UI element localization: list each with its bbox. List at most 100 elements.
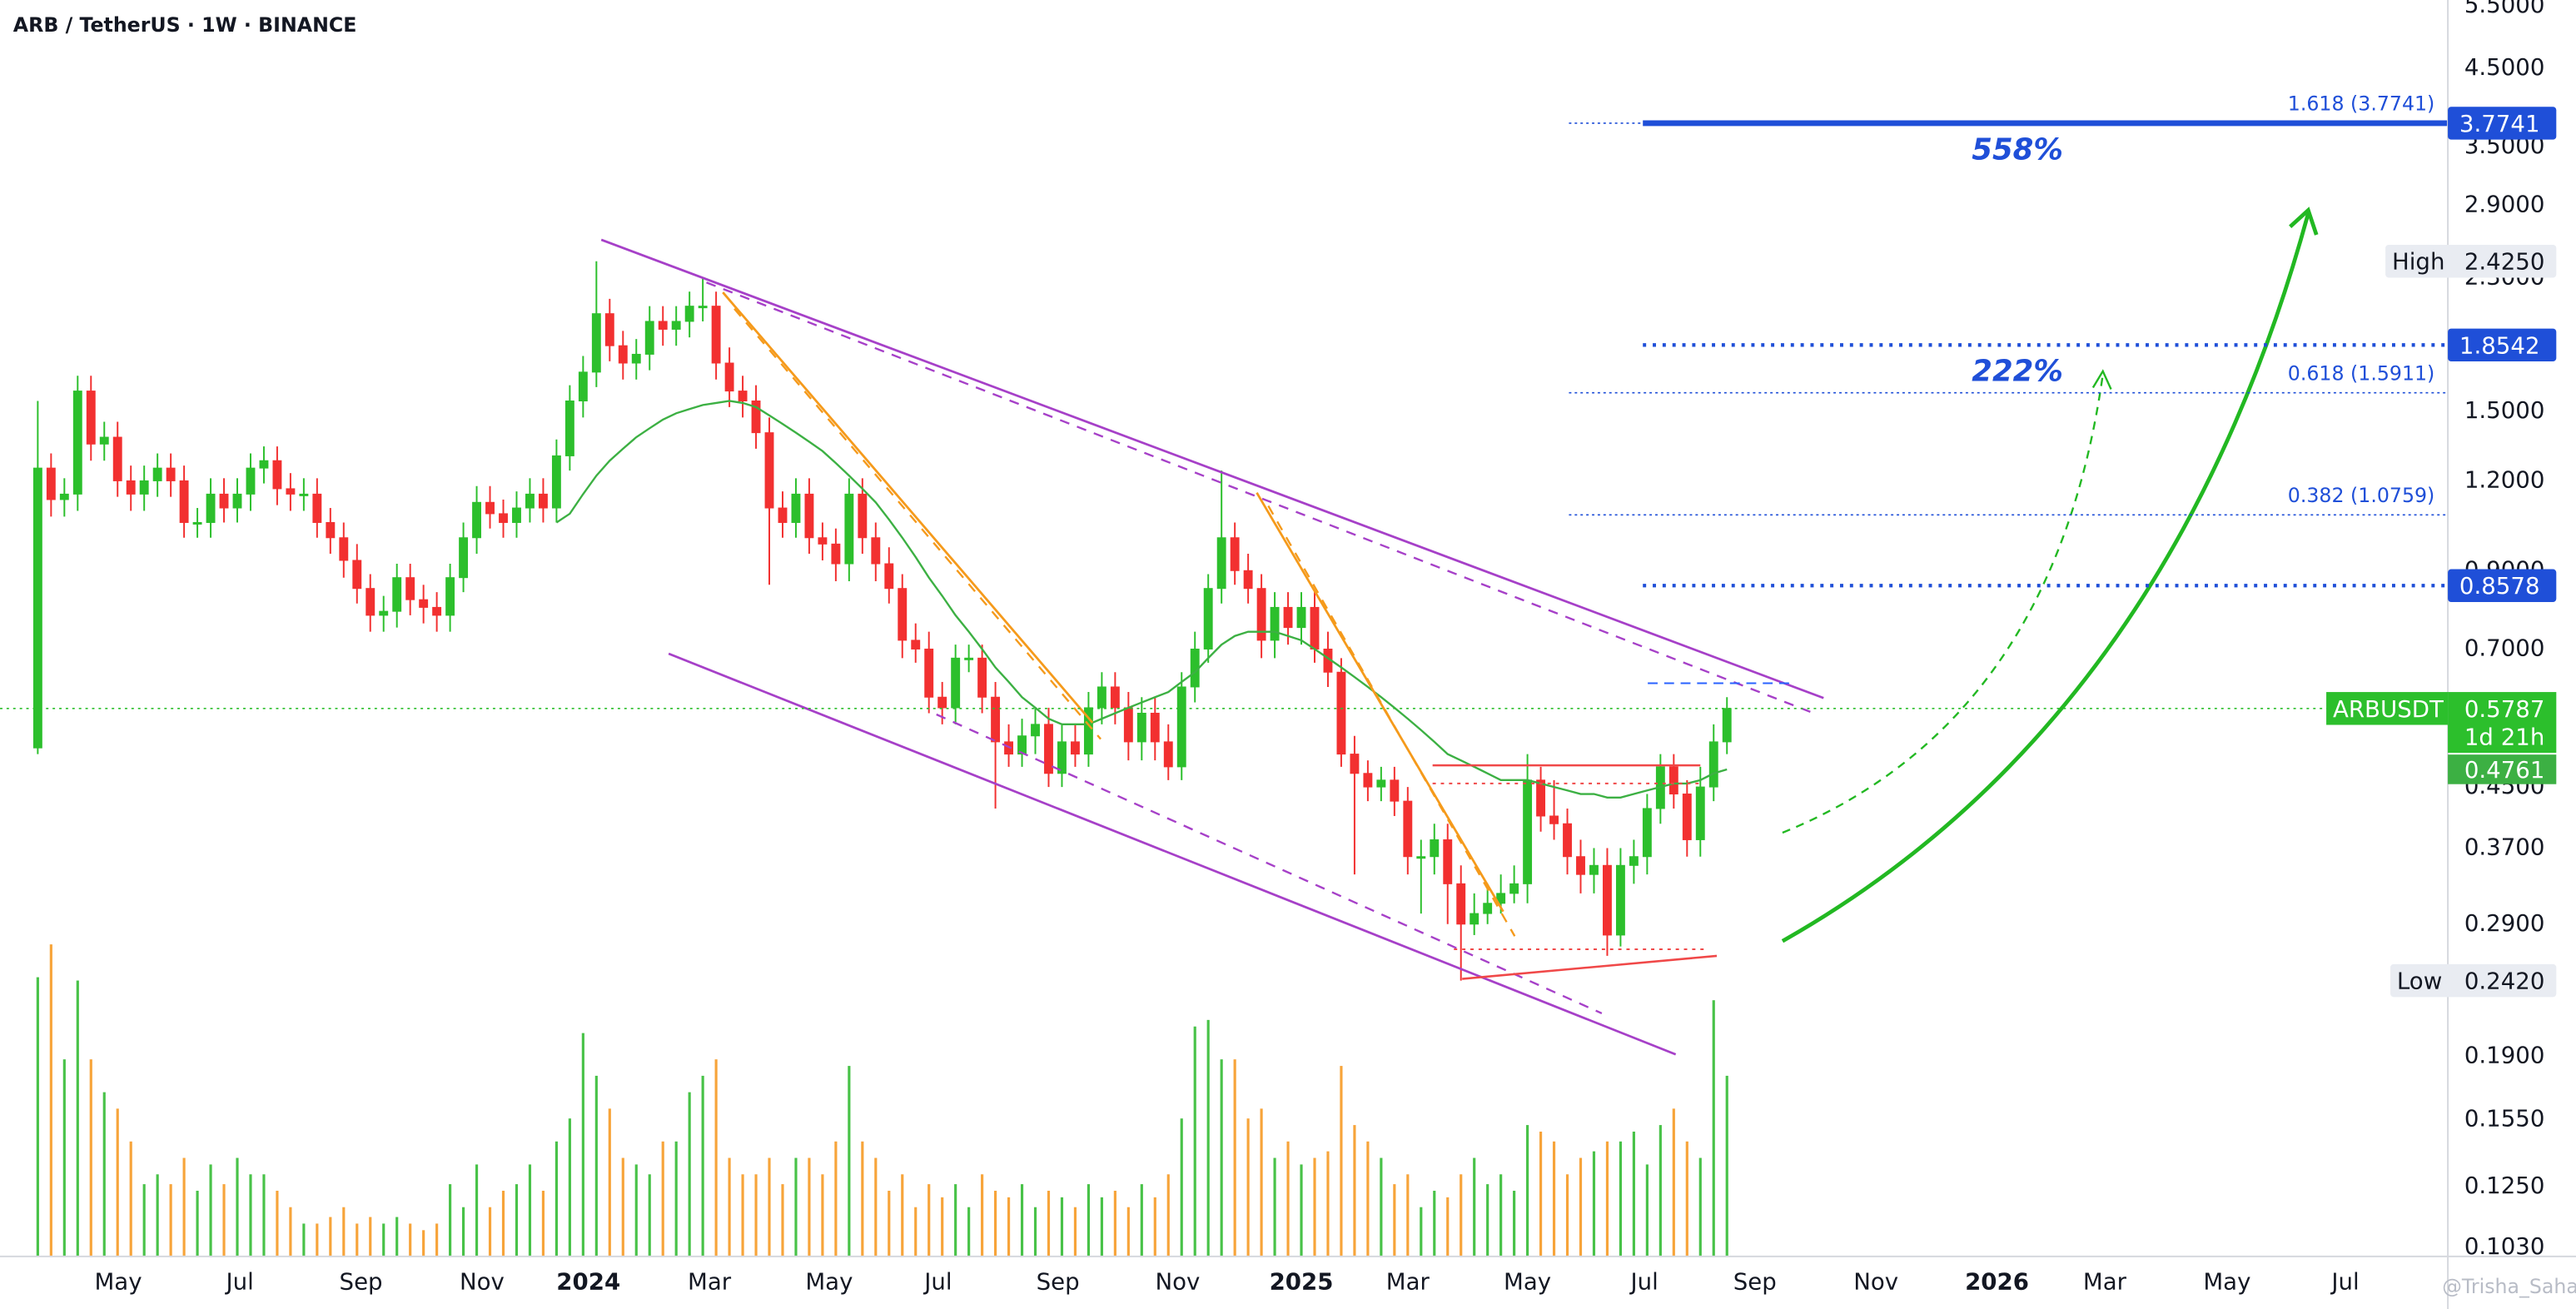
candle-body bbox=[139, 480, 149, 495]
volume-bar bbox=[728, 1157, 731, 1257]
candle-body bbox=[1230, 537, 1240, 571]
candle-body bbox=[326, 521, 336, 539]
chart-title: ARB / TetherUS · 1W · BINANCE bbox=[13, 13, 357, 37]
volume-bar bbox=[1433, 1190, 1436, 1257]
projection-arrow-dashed bbox=[1782, 374, 2104, 834]
volume-bar bbox=[701, 1075, 704, 1257]
candle-body bbox=[1363, 773, 1373, 788]
volume-bar bbox=[1632, 1131, 1635, 1257]
candle-body bbox=[445, 577, 455, 616]
candle-body bbox=[525, 493, 535, 509]
candle-body bbox=[1310, 606, 1320, 650]
candle-body bbox=[99, 436, 109, 445]
candle-body bbox=[1336, 671, 1346, 755]
level-tag-label: 3.7741 bbox=[2459, 110, 2540, 137]
volume-bar bbox=[1073, 1207, 1077, 1257]
last-price-value: 0.5787 bbox=[2464, 695, 2545, 723]
volume-bar bbox=[1539, 1131, 1543, 1257]
volume-bar bbox=[1393, 1184, 1396, 1257]
candle-body bbox=[499, 513, 508, 523]
candle-body bbox=[631, 353, 641, 364]
volume-bar bbox=[1605, 1141, 1609, 1257]
candle-body bbox=[206, 493, 216, 523]
volume-bar bbox=[1273, 1157, 1276, 1257]
last-price-tag bbox=[2448, 692, 2557, 754]
volume-bar bbox=[648, 1174, 651, 1257]
channel-bottom-dashed bbox=[936, 713, 1603, 1015]
volume-bar bbox=[768, 1157, 771, 1257]
candle-body bbox=[1642, 808, 1652, 858]
volume-bar bbox=[1286, 1141, 1290, 1257]
volume-bar bbox=[688, 1092, 691, 1257]
volume-bar bbox=[541, 1190, 545, 1257]
candle-body bbox=[1123, 707, 1133, 743]
volume-bar bbox=[927, 1184, 931, 1257]
volume-bar bbox=[594, 1075, 598, 1257]
volume-bar bbox=[209, 1164, 212, 1257]
candle-body bbox=[246, 467, 256, 495]
candle-body bbox=[1376, 779, 1386, 788]
candle-body bbox=[1509, 883, 1519, 894]
volume-bar bbox=[1126, 1207, 1130, 1257]
volume-bar bbox=[1565, 1174, 1569, 1257]
candle-body bbox=[1216, 537, 1226, 590]
volume-bar bbox=[554, 1141, 558, 1257]
candle-body bbox=[1097, 686, 1106, 709]
candle-body bbox=[219, 493, 229, 509]
candle-body bbox=[751, 400, 761, 434]
level-tag bbox=[2448, 107, 2557, 140]
candle-body bbox=[1350, 754, 1360, 774]
candle-body bbox=[1470, 913, 1479, 925]
candle-body bbox=[738, 391, 748, 401]
volume-bar bbox=[994, 1190, 997, 1257]
levels-layer: 1.618 (3.7741) 0.618 (1.5911) 0.382 (1.075… bbox=[0, 92, 2449, 709]
volume-bar bbox=[981, 1174, 984, 1257]
volume-bar bbox=[608, 1108, 611, 1257]
candle-body bbox=[1390, 779, 1400, 802]
volume-bar bbox=[741, 1174, 744, 1257]
candle-body bbox=[937, 696, 947, 709]
low-tag-value: 0.2420 bbox=[2464, 968, 2545, 995]
candle-body bbox=[299, 493, 309, 496]
candle-body bbox=[126, 480, 136, 495]
volume-bar bbox=[1513, 1190, 1516, 1257]
candle-body bbox=[1270, 606, 1280, 641]
volume-bar bbox=[1260, 1108, 1263, 1257]
candle-body bbox=[1031, 724, 1040, 737]
y-tick-label: 5.5000 bbox=[2464, 0, 2545, 18]
ma-tag-value: 0.4761 bbox=[2464, 756, 2545, 784]
volume-bar bbox=[621, 1157, 624, 1257]
candle-body bbox=[1256, 588, 1266, 641]
candle-body bbox=[366, 588, 375, 616]
x-tick-label: Nov bbox=[1853, 1267, 1898, 1295]
channel-bottom bbox=[668, 652, 1677, 1056]
y-tick-label: 1.2000 bbox=[2464, 465, 2545, 493]
candle-body bbox=[232, 493, 242, 509]
x-tick-label: 2026 bbox=[1965, 1267, 2029, 1295]
candle-body bbox=[671, 321, 681, 330]
symbol-tag bbox=[2326, 692, 2449, 725]
volume-bar bbox=[515, 1184, 519, 1257]
x-tick-label: May bbox=[805, 1267, 853, 1295]
volume-bar bbox=[1366, 1141, 1370, 1257]
volume-bar bbox=[901, 1174, 904, 1257]
volume-bar bbox=[714, 1059, 718, 1257]
time-axis-bg bbox=[0, 1256, 2576, 1309]
candle-body bbox=[604, 313, 614, 346]
volume-bar bbox=[674, 1141, 678, 1257]
volume-bar bbox=[1499, 1174, 1503, 1257]
volume-bar bbox=[661, 1141, 664, 1257]
x-tick-label: Nov bbox=[1155, 1267, 1200, 1295]
volume-bar bbox=[1685, 1141, 1688, 1257]
volume-bar bbox=[262, 1174, 266, 1257]
volume-bar bbox=[1526, 1125, 1529, 1257]
candle-body bbox=[911, 640, 921, 650]
candle-body bbox=[871, 537, 881, 565]
candle-body bbox=[272, 460, 282, 490]
volume-bar bbox=[1113, 1190, 1116, 1257]
bar-countdown: 1d 21h bbox=[2464, 723, 2545, 750]
volume-bar bbox=[1658, 1125, 1662, 1257]
volume-bar bbox=[528, 1164, 532, 1257]
volume-bar bbox=[1446, 1197, 1450, 1257]
